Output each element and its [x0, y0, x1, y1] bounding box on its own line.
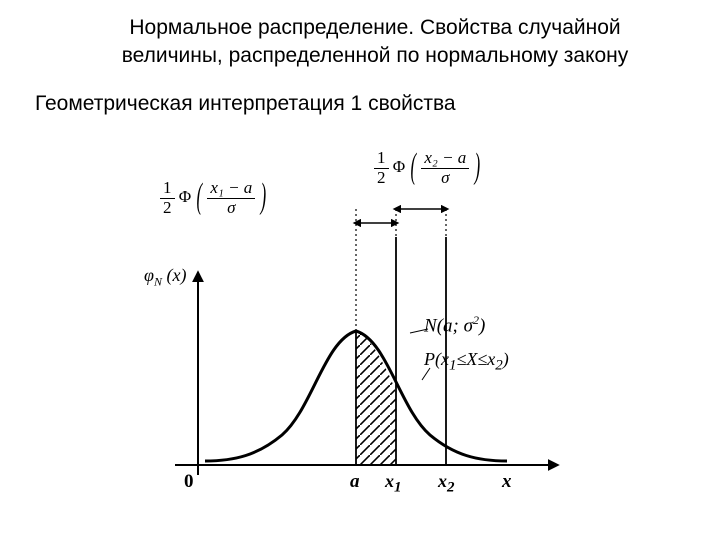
- half-right: 1 2: [374, 149, 389, 187]
- mean-text: a: [350, 471, 360, 492]
- arg-right-num: x₂ − a: [421, 149, 469, 169]
- title-line2: величины, распределенной по нормальному …: [122, 44, 629, 67]
- arg-left-num: x₁ − a: [207, 179, 255, 199]
- half-right-num: 1: [374, 149, 389, 169]
- half-right-den: 2: [374, 169, 389, 188]
- arg-right-den: σ: [421, 169, 469, 188]
- phi-right: Φ: [393, 157, 405, 176]
- probability-label: P(x1≤X≤x2): [424, 349, 509, 375]
- x1-label: x1: [385, 471, 402, 497]
- half-left-num: 1: [160, 179, 175, 199]
- x-axis-text: x: [502, 471, 512, 492]
- page-subtitle: Геометрическая интерпретация 1 свойства: [35, 92, 456, 116]
- hatched-area: [356, 331, 396, 464]
- x2-label: x2: [438, 471, 455, 497]
- title-line1: Нормальное распределение. Свойства случа…: [129, 16, 620, 39]
- phi-left: Φ: [179, 187, 191, 206]
- formula-left: 1 2 Φ ( x₁ − a σ ): [160, 179, 267, 217]
- y-axis-label: φN (x): [144, 265, 186, 290]
- page-title: Нормальное распределение. Свойства случа…: [55, 14, 695, 71]
- normal-distribution-diagram: φN (x) 1 2 Φ ( x₁ − a σ ) 1 2 Φ ( x₂ − a…: [150, 155, 570, 500]
- origin-label: 0: [184, 471, 194, 493]
- arg-left-den: σ: [207, 199, 255, 218]
- arg-left: x₁ − a σ: [207, 179, 255, 217]
- half-left-den: 2: [160, 199, 175, 218]
- mean-label: a: [350, 471, 360, 493]
- x-axis-label: x: [502, 471, 512, 493]
- distribution-label: N(a; σ2): [424, 313, 485, 337]
- formula-right: 1 2 Φ ( x₂ − a σ ): [374, 149, 481, 187]
- y-axis-arg: x: [172, 265, 180, 285]
- half-left: 1 2: [160, 179, 175, 217]
- origin-text: 0: [184, 471, 194, 492]
- arg-right: x₂ − a σ: [421, 149, 469, 187]
- subtitle-text: Геометрическая интерпретация 1 свойства: [35, 92, 456, 115]
